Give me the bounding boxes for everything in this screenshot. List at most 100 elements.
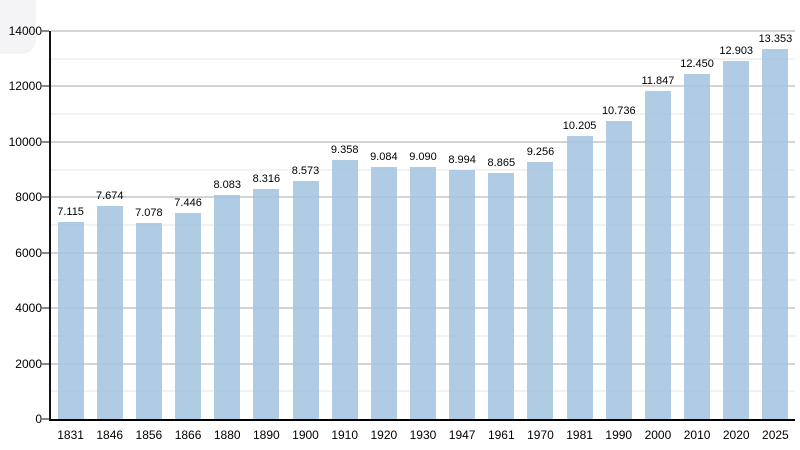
bar-value-label: 12.450 (680, 57, 714, 70)
x-tick-label: 1866 (174, 428, 202, 442)
bar-slot-1856: 7.078 1856 (129, 31, 168, 442)
bar-slot-1981: 10.205 1981 (560, 31, 599, 442)
bar-slot-2020: 12.903 2020 (717, 31, 756, 442)
bar-1920 (370, 167, 397, 419)
x-tick-label: 1846 (96, 428, 124, 442)
x-tick-label: 1831 (57, 428, 84, 442)
bar-slot-1880: 8.083 1880 (208, 31, 247, 442)
gridline-major (51, 141, 795, 143)
y-tick-mark (42, 85, 49, 87)
bar-slot-1970: 9.256 1970 (521, 31, 560, 442)
bar-1846 (96, 206, 123, 419)
bar-1970 (527, 162, 554, 419)
x-tick-label: 1970 (527, 428, 554, 442)
y-tick-label: 2000 (15, 356, 42, 371)
bar-slot-1890: 8.316 1890 (247, 31, 286, 442)
x-tick-label: 1981 (566, 428, 593, 442)
bar-2025 (762, 48, 789, 419)
x-tick-label: 1930 (409, 428, 437, 442)
y-axis-labels: 0 2000 4000 6000 8000 10000 12000 14000 (9, 25, 795, 425)
bar-value-label: 8.865 (487, 157, 516, 170)
gridline-major (51, 85, 795, 87)
y-tick-label: 8000 (15, 190, 42, 205)
bar-1866 (175, 212, 202, 419)
bar-1831 (57, 221, 84, 419)
bar-value-label: 8.083 (213, 179, 241, 191)
bar-slot-1846: 7.674 1846 (90, 31, 129, 442)
bar-1910 (331, 159, 358, 419)
y-tick-mark (42, 363, 49, 365)
x-tick-label: 1920 (370, 428, 398, 442)
y-tick-mark (42, 307, 49, 309)
bar-slot-2010: 12.450 2010 (678, 31, 717, 442)
y-tick-mark (42, 418, 49, 420)
bars-layer: 7.115 1831 7.674 1846 7.078 1856 7.446 1866 8.08… (51, 31, 795, 442)
y-tick-label: 0 (35, 412, 42, 426)
bar-slot-1866: 7.446 1866 (168, 31, 207, 442)
bar-2000 (644, 90, 671, 419)
x-tick-label: 1890 (253, 428, 280, 442)
x-tick-label: 1880 (213, 428, 241, 442)
y-tick-mark (42, 30, 49, 32)
bar-1856 (135, 222, 162, 419)
bar-1981 (566, 136, 593, 419)
bar-2020 (723, 61, 750, 419)
bar-value-label: 7.674 (95, 190, 124, 203)
bar-slot-1900: 8.573 1900 (286, 31, 325, 442)
bar-1990 (605, 121, 632, 419)
x-tick-label: 1947 (448, 428, 476, 442)
bar-1930 (409, 167, 436, 419)
x-tick-label: 2000 (644, 428, 672, 442)
x-tick-label: 1910 (331, 428, 359, 442)
bar-value-label: 8.316 (252, 172, 281, 185)
bar-slot-1961: 8.865 1961 (482, 31, 521, 442)
y-axis-ticks (42, 30, 795, 420)
x-tick-label: 1961 (487, 428, 515, 442)
bar-value-label: 7.078 (135, 206, 163, 219)
x-tick-label: 1990 (605, 428, 633, 442)
bar-value-label: 13.353 (758, 32, 793, 45)
x-tick-label: 1900 (292, 428, 319, 442)
x-tick-label: 2010 (683, 428, 711, 442)
bar-1947 (449, 169, 476, 419)
bar-value-label: 11.847 (641, 74, 675, 87)
bar-value-label: 9.256 (526, 146, 555, 159)
bar-1890 (253, 188, 280, 419)
plot-area: 7.115 1831 7.674 1846 7.078 1856 7.446 1866 8.08… (9, 25, 795, 442)
bar-value-label: 8.573 (291, 165, 320, 178)
y-tick-mark (42, 141, 49, 143)
y-tick-mark (42, 252, 49, 254)
bar-value-label: 9.084 (370, 151, 398, 164)
bar-value-label: 9.358 (330, 143, 359, 156)
bar-slot-1920: 9.084 1920 (364, 31, 403, 442)
bar-value-label: 12.903 (719, 45, 754, 58)
gridline-minor (51, 58, 795, 60)
corner-artifact (0, 0, 36, 54)
x-tick-label: 1856 (135, 428, 163, 442)
bar-slot-1910: 9.358 1910 (325, 31, 364, 442)
x-tick-label: 2020 (722, 428, 750, 442)
bar-2010 (684, 73, 711, 419)
y-tick-label: 12000 (8, 79, 42, 94)
bar-slot-1947: 8.994 1947 (443, 31, 482, 442)
bar-1900 (292, 181, 319, 419)
bar-value-label: 9.090 (409, 151, 437, 164)
y-tick-label: 6000 (15, 245, 42, 260)
gridline-minor (51, 113, 795, 115)
y-tick-label: 14000 (8, 24, 42, 38)
bar-slot-2025: 13.353 2025 (756, 31, 795, 442)
bar-slot-1930: 9.090 1930 (403, 31, 442, 442)
bar-1961 (488, 173, 515, 419)
bar-value-label: 8.994 (448, 153, 476, 166)
bar-slot-1990: 10.736 1990 (599, 31, 638, 442)
x-tick-label: 2025 (762, 428, 789, 442)
y-tick-label: 4000 (15, 301, 42, 316)
bar-1880 (214, 195, 241, 419)
bar-value-label: 7.446 (174, 196, 202, 209)
bar-value-label: 7.115 (57, 205, 84, 218)
bar-slot-1831: 7.115 1831 (51, 31, 90, 442)
y-tick-label: 10000 (8, 134, 42, 149)
bar-slot-2000: 11.847 2000 (638, 31, 677, 442)
bar-value-label: 10.205 (562, 120, 597, 133)
